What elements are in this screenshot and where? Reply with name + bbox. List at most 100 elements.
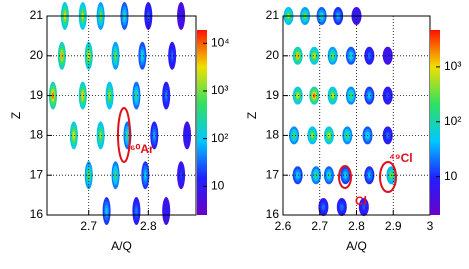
blob [309,46,320,65]
blob-ring [141,52,144,60]
blob-ring [331,53,334,59]
blob [382,46,393,65]
blob-ring [312,53,316,59]
blob [105,81,114,110]
blob-ring [81,92,84,100]
blob [292,86,303,105]
y-tick-label: 20 [30,48,44,62]
blob-ring [311,133,314,138]
blob [364,46,375,65]
blob-ring [296,172,299,178]
blob-ring [114,171,117,179]
blob [69,121,78,150]
blob [177,161,186,190]
blob-ring [346,133,349,138]
blob [345,86,356,105]
annotation: ⁴⁹Cl [389,151,413,165]
axes-frame [46,15,197,216]
blob-ring [144,171,147,179]
y-tick-label: 17 [30,167,44,181]
blob [340,166,351,185]
blob-ring [51,92,54,100]
annotation: Cl [355,194,367,208]
y-tick-label: 18 [266,128,280,142]
panel-right: 2.6 2.7 2.8 2.9 3 16 17 18 19 20 21 A/Q Z 10 10² 10³ [245,7,461,253]
x-tick-label: 2.8 [140,219,157,233]
blob [138,41,147,70]
blob [78,81,87,110]
blob-ring [386,93,389,98]
blob [364,166,375,185]
x-tick-label: 3 [427,219,434,233]
y-tick-label: 17 [266,167,280,181]
blob-ring [344,172,347,178]
blob [364,86,375,105]
blob-ring [108,92,111,100]
blob-ring [180,171,183,179]
z-tick-label: 10 [211,178,225,192]
blob [318,198,329,217]
blob [84,41,93,70]
blob [183,121,192,150]
blob [57,41,66,70]
x-tick-label: 2.8 [348,219,365,233]
annotations: ⁶⁰Ar Cl ⁴⁹Cl [117,107,413,208]
blob-ring [362,204,366,210]
z-tick-label: 10² [211,131,228,145]
blob-ring [60,52,63,60]
z-tick-label: 10³ [211,83,228,97]
blob [336,198,347,217]
blob-ring [386,53,389,59]
blob-ring [72,131,75,139]
blob [307,126,318,145]
blob-ring [296,93,299,98]
blob-ring [340,204,344,210]
blob-ring [165,92,168,100]
blob-ring [171,52,174,60]
blob-ring [368,93,371,98]
x-tick-label: 2.6 [275,219,292,233]
y-tick-label: 18 [30,128,44,142]
blob-ring [186,131,189,139]
blob-ring [349,53,353,59]
blob [162,81,171,110]
y-axis-label: Z [9,112,23,119]
blob [48,81,57,110]
color-bar [430,30,440,215]
highlight-ellipse [338,165,352,189]
z-tick-label: 10² [444,114,461,128]
blob [358,198,369,217]
z-tick-label: 10³ [444,59,461,73]
y-tick-label: 21 [266,8,280,22]
blob-ring [312,93,316,98]
blob [327,86,338,105]
blob [162,197,171,226]
blob-ring [292,133,296,138]
y-tick-label: 20 [266,48,280,62]
highlight-ellipse [117,107,131,163]
blob [102,197,111,226]
blob [132,81,141,110]
blob [292,166,303,185]
y-tick-label: 21 [30,8,44,22]
blob-ring [331,93,334,98]
blob [382,86,393,105]
blob-ring [99,131,102,139]
z-tick-label: 10⁴ [211,35,230,49]
blob [345,46,356,65]
blob-ring [105,207,108,215]
x-tick-label: 2.9 [385,219,402,233]
y-tick-label: 16 [266,207,280,221]
blob-ring [135,92,138,100]
blob-ring [126,131,129,139]
blob-ring [349,93,353,98]
blob [111,41,120,70]
blob [111,161,120,190]
highlight-ellipse [379,161,397,193]
blob-ring [322,204,325,210]
blob [132,197,141,226]
annotation: ⁶⁰Ar [130,142,154,156]
blob-ring [165,207,168,215]
x-axis-label: A/Q [111,239,132,253]
blob-ring [153,131,156,139]
